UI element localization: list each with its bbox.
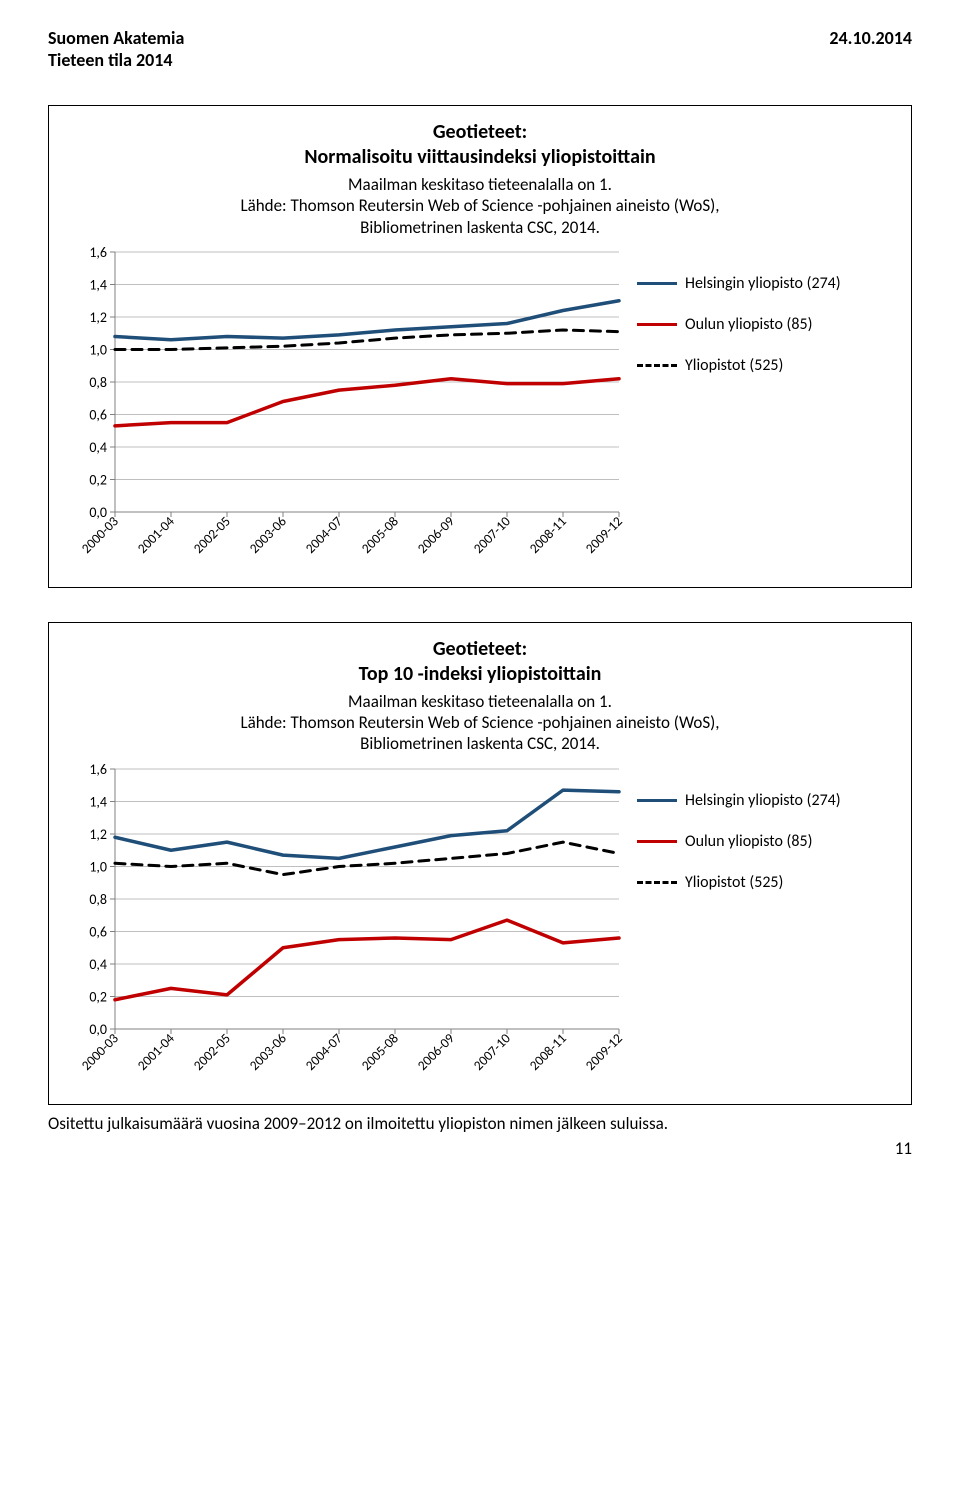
svg-text:2001-04: 2001-04 — [134, 1029, 178, 1073]
chart-1-svg: 0,00,20,40,60,81,01,21,41,62000-032001-0… — [67, 244, 627, 574]
chart-1-cap1: Maailman keskitaso tieteenalalla on 1. — [348, 174, 612, 195]
legend-swatch — [637, 364, 677, 367]
svg-text:1,0: 1,0 — [89, 341, 107, 358]
svg-text:0,8: 0,8 — [89, 891, 107, 908]
footnote: Ositettu julkaisumäärä vuosina 2009–2012… — [48, 1113, 912, 1134]
chart-1-title-line2: Normalisoitu viittausindeksi yliopistoit… — [304, 145, 655, 169]
svg-text:2007-10: 2007-10 — [470, 1029, 514, 1073]
svg-text:2005-08: 2005-08 — [358, 513, 402, 557]
legend-label: Helsingin yliopisto (274) — [685, 274, 841, 293]
chart-2-title: Geotieteet: Top 10 -indeksi yliopistoitt… — [67, 637, 893, 687]
chart-1-title-line1: Geotieteet: — [433, 120, 527, 144]
header-org: Suomen Akatemia — [48, 28, 184, 50]
svg-text:2006-09: 2006-09 — [414, 513, 458, 557]
legend-swatch — [637, 282, 677, 285]
svg-text:1,2: 1,2 — [89, 309, 107, 326]
legend-item: Yliopistot (525) — [637, 356, 893, 375]
legend-label: Oulun yliopisto (85) — [685, 832, 812, 851]
page-number: 11 — [48, 1138, 912, 1159]
chart-2-cap1: Maailman keskitaso tieteenalalla on 1. — [348, 691, 612, 712]
chart-2-caption: Maailman keskitaso tieteenalalla on 1. L… — [67, 691, 893, 755]
legend-swatch — [637, 323, 677, 326]
chart-2-cap3: Bibliometrinen laskenta CSC, 2014. — [360, 733, 600, 754]
legend-label: Oulun yliopisto (85) — [685, 315, 812, 334]
page: Suomen Akatemia Tieteen tila 2014 24.10.… — [0, 0, 960, 1187]
legend-item: Oulun yliopisto (85) — [637, 315, 893, 334]
legend-label: Yliopistot (525) — [685, 356, 783, 375]
chart-2-title-line1: Geotieteet: — [433, 637, 527, 661]
header-left: Suomen Akatemia Tieteen tila 2014 — [48, 28, 184, 71]
svg-text:2007-10: 2007-10 — [470, 513, 514, 557]
legend-swatch — [637, 881, 677, 884]
chart-1-container: Geotieteet: Normalisoitu viittausindeksi… — [48, 105, 912, 588]
svg-text:2002-05: 2002-05 — [190, 1029, 234, 1073]
svg-text:0,8: 0,8 — [89, 374, 107, 391]
svg-text:0,6: 0,6 — [89, 923, 107, 940]
svg-text:0,2: 0,2 — [89, 471, 107, 488]
legend-item: Yliopistot (525) — [637, 873, 893, 892]
chart-1-caption: Maailman keskitaso tieteenalalla on 1. L… — [67, 174, 893, 238]
svg-text:1,0: 1,0 — [89, 858, 107, 875]
legend-swatch — [637, 799, 677, 802]
svg-text:0,4: 0,4 — [89, 956, 107, 973]
svg-text:2005-08: 2005-08 — [358, 1029, 402, 1073]
svg-text:1,4: 1,4 — [89, 276, 107, 293]
legend-item: Oulun yliopisto (85) — [637, 832, 893, 851]
svg-text:2004-07: 2004-07 — [302, 513, 346, 557]
svg-text:2009-12: 2009-12 — [582, 1029, 626, 1073]
svg-text:2008-11: 2008-11 — [526, 1029, 570, 1073]
header-report: Tieteen tila 2014 — [48, 50, 184, 72]
chart-1-title: Geotieteet: Normalisoitu viittausindeksi… — [67, 120, 893, 170]
svg-text:0,6: 0,6 — [89, 406, 107, 423]
chart-2-container: Geotieteet: Top 10 -indeksi yliopistoitt… — [48, 622, 912, 1105]
chart-2-cap2: Lähde: Thomson Reutersin Web of Science … — [240, 712, 719, 733]
legend-item: Helsingin yliopisto (274) — [637, 791, 893, 810]
chart-1-cap2: Lähde: Thomson Reutersin Web of Science … — [240, 195, 719, 216]
svg-text:1,6: 1,6 — [89, 761, 107, 778]
chart-2-legend: Helsingin yliopisto (274) Oulun yliopisto… — [627, 761, 893, 1096]
svg-text:2004-07: 2004-07 — [302, 1029, 346, 1073]
chart-1-svg-wrap: 0,00,20,40,60,81,01,21,41,62000-032001-0… — [67, 244, 627, 579]
svg-text:2009-12: 2009-12 — [582, 513, 626, 557]
svg-text:2003-06: 2003-06 — [246, 513, 290, 557]
page-header: Suomen Akatemia Tieteen tila 2014 24.10.… — [48, 28, 912, 71]
chart-2-svg-wrap: 0,00,20,40,60,81,01,21,41,62000-032001-0… — [67, 761, 627, 1096]
chart-2-row: 0,00,20,40,60,81,01,21,41,62000-032001-0… — [67, 761, 893, 1096]
svg-text:2001-04: 2001-04 — [134, 513, 178, 557]
chart-1-cap3: Bibliometrinen laskenta CSC, 2014. — [360, 217, 600, 238]
svg-text:2002-05: 2002-05 — [190, 513, 234, 557]
legend-label: Yliopistot (525) — [685, 873, 783, 892]
legend-swatch — [637, 840, 677, 843]
svg-text:1,6: 1,6 — [89, 244, 107, 261]
svg-text:1,2: 1,2 — [89, 826, 107, 843]
svg-text:2006-09: 2006-09 — [414, 1029, 458, 1073]
legend-label: Helsingin yliopisto (274) — [685, 791, 841, 810]
chart-2-svg: 0,00,20,40,60,81,01,21,41,62000-032001-0… — [67, 761, 627, 1091]
svg-text:0,4: 0,4 — [89, 439, 107, 456]
svg-text:0,2: 0,2 — [89, 988, 107, 1005]
svg-text:1,4: 1,4 — [89, 793, 107, 810]
svg-text:2003-06: 2003-06 — [246, 1029, 290, 1073]
header-date: 24.10.2014 — [829, 28, 912, 71]
legend-item: Helsingin yliopisto (274) — [637, 274, 893, 293]
chart-1-legend: Helsingin yliopisto (274) Oulun yliopisto… — [627, 244, 893, 579]
chart-1-row: 0,00,20,40,60,81,01,21,41,62000-032001-0… — [67, 244, 893, 579]
svg-text:2008-11: 2008-11 — [526, 513, 570, 557]
chart-2-title-line2: Top 10 -indeksi yliopistoittain — [359, 662, 602, 686]
